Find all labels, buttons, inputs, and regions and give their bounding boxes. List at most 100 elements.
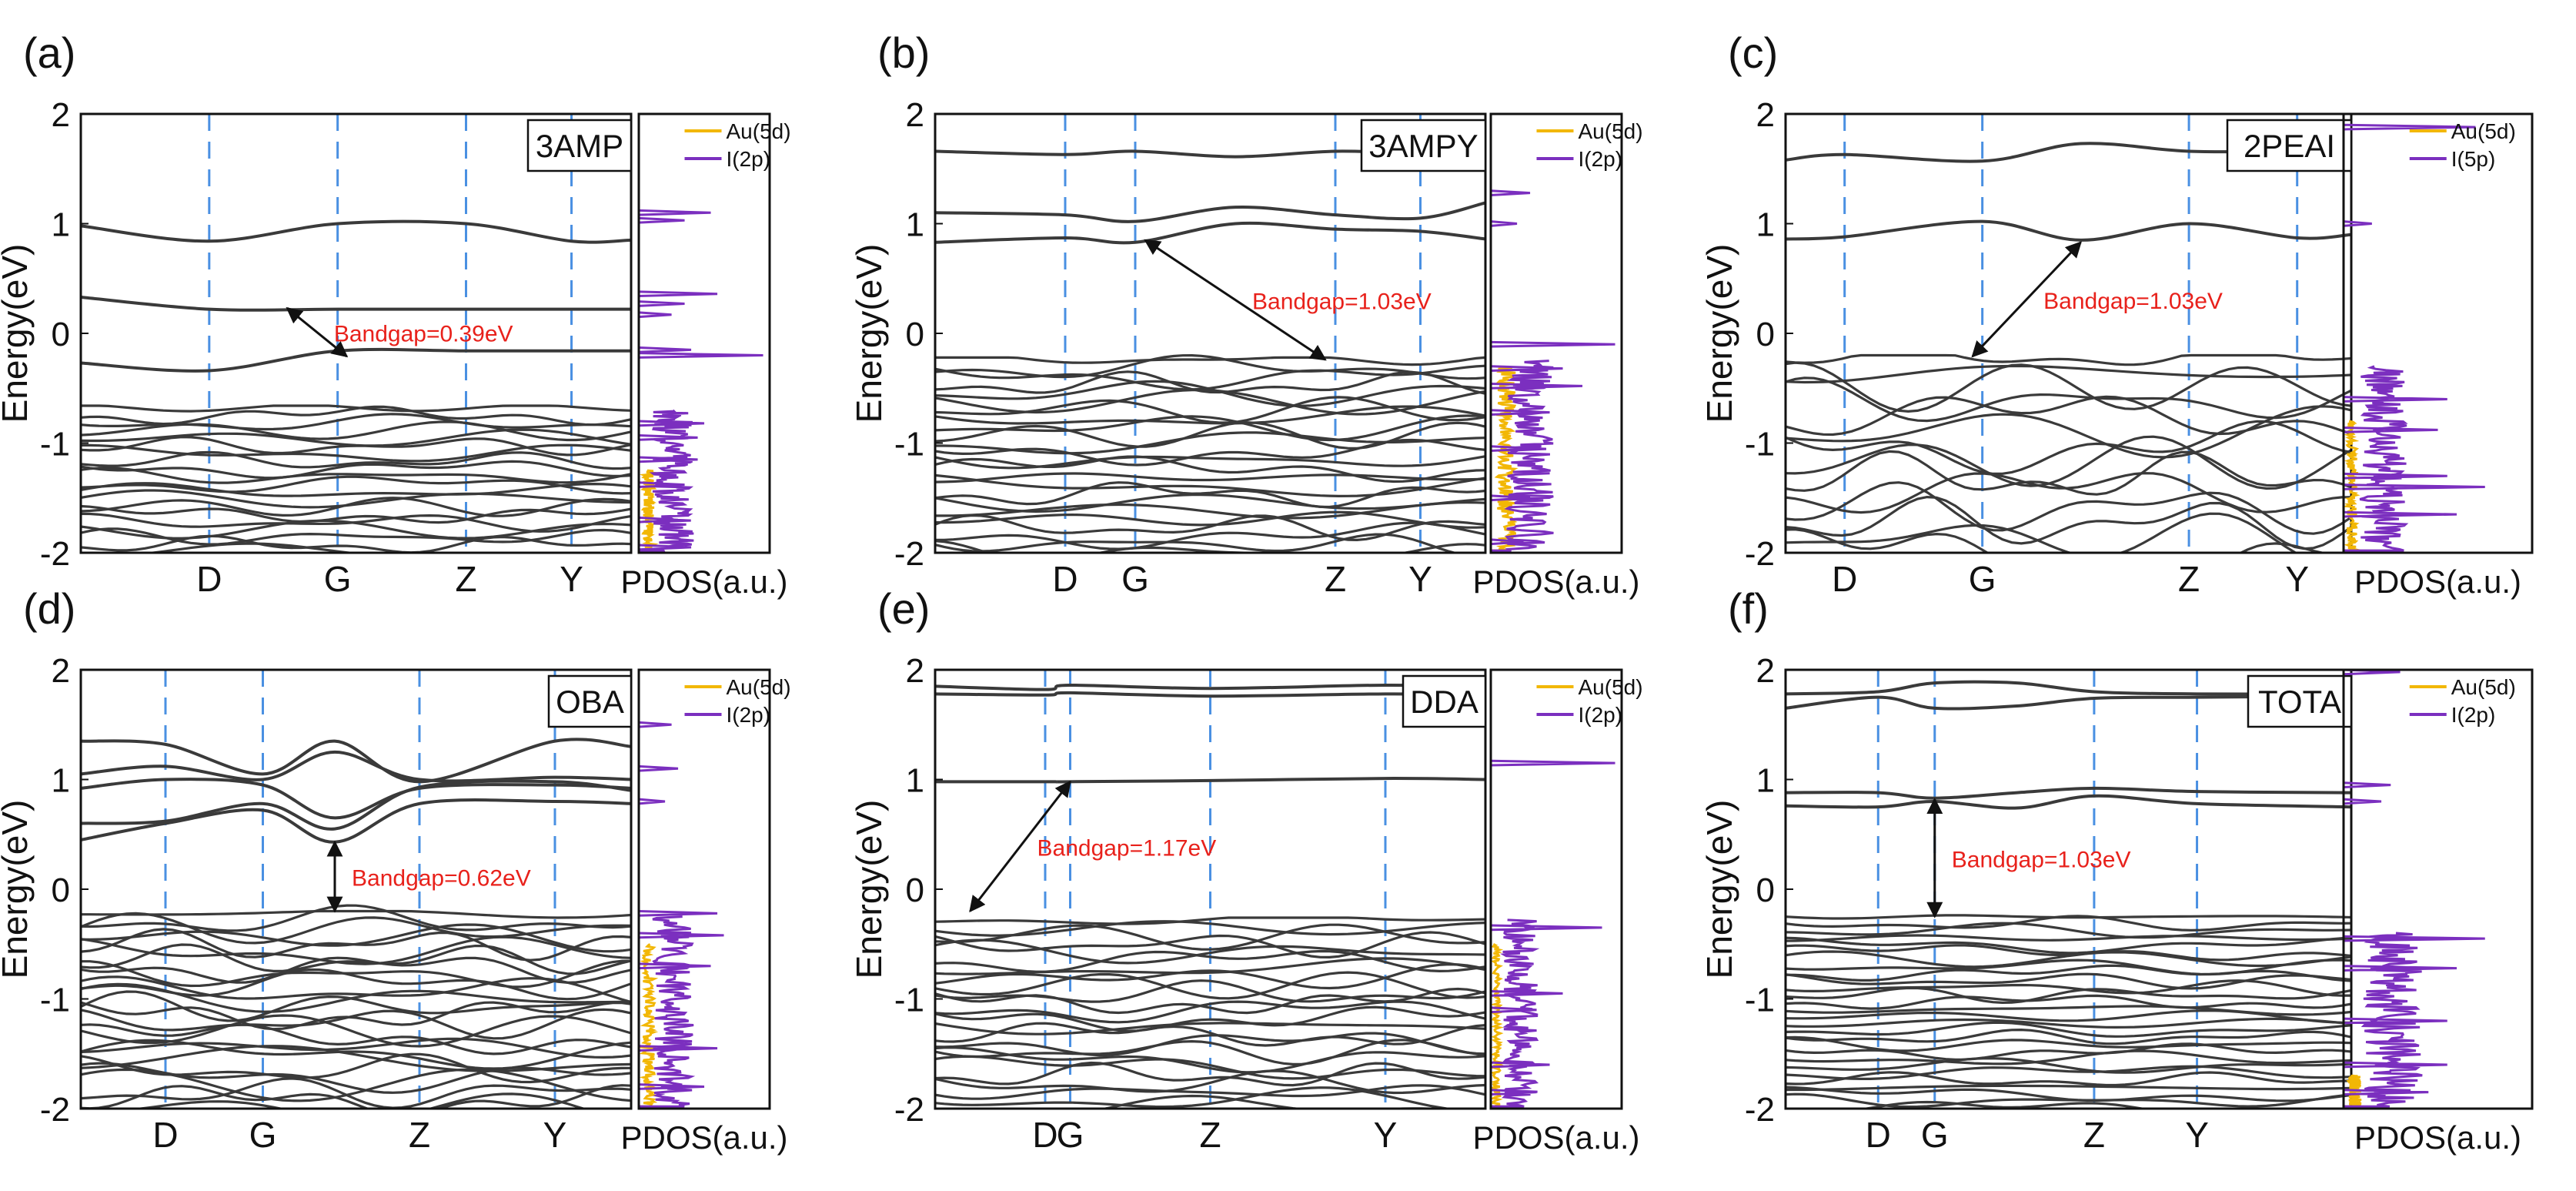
bandgap-annotation: Bandgap=1.03eV [1252,289,1432,315]
y-tick-label: 0 [52,316,70,353]
y-tick-label: -2 [1745,535,1775,573]
pdos-i-curve [639,721,724,1108]
panel-label: (a) [23,28,75,77]
y-tick-label: -1 [1745,426,1775,463]
panel-label: (b) [877,28,930,77]
y-tick-label: 1 [52,762,70,800]
pdos-panel: Au(5d) I(2p) PDOS(a.u.) [1472,668,1643,1156]
valence-band [81,928,631,962]
kpoint-label: Y [2285,559,2309,599]
valence-band [935,916,1485,925]
kpoint-label: G [1057,1115,1084,1155]
conduction-band [81,779,631,831]
y-tick-label: -1 [894,982,924,1019]
pdos-i-curve [1491,189,1615,552]
valence-band [935,514,1485,542]
y-tick-label: 1 [906,762,924,800]
pdos-panel: Au(5d) I(2p) PDOS(a.u.) [1472,112,1643,600]
conduction-band [81,750,631,783]
pdos-i-curve [2344,123,2485,552]
legend-au-label: Au(5d) [727,675,791,699]
valence-band [1786,395,2351,437]
band-axis-frame [79,668,633,1110]
bandgap-arrow [1971,241,2082,358]
kpoint-label: Y [560,559,583,599]
conduction-band [935,777,1485,784]
material-label-box [2226,119,2353,172]
bandgap-annotation: Bandgap=1.03eV [2043,289,2223,314]
conduction-band [1786,786,2351,800]
valence-band [1786,435,2351,490]
kpoint-label: D [1032,1115,1057,1155]
material-label-box [547,674,633,728]
bandgap-annotation: Bandgap=0.39eV [334,322,513,347]
valence-band [935,405,1485,425]
valence-band [935,1069,1485,1095]
pdos-axis-label: PDOS(a.u.) [1472,564,1639,600]
y-tick-label: -1 [894,426,924,463]
y-tick-label: 0 [906,316,924,353]
valence-band [935,414,1485,442]
kpoint-label: D [1866,1115,1891,1155]
kpoint-label: Z [409,1115,430,1155]
conduction-band [81,219,631,244]
y-tick-label: 0 [1756,316,1775,353]
material-label: DDA [1410,684,1478,720]
material-label-box [1402,674,1487,728]
pdos-axis-label: PDOS(a.u.) [2354,1119,2521,1156]
bands-group [81,738,631,1109]
material-label-box [526,119,633,172]
valence-band [81,436,631,457]
y-tick-label: -1 [40,426,70,463]
valence-band [935,938,1485,965]
valence-band [935,364,1485,391]
valence-band [935,370,1485,395]
valence-band [81,904,631,932]
panel-label: (e) [877,584,930,633]
valence-band [81,475,631,495]
y-tick-label: 2 [52,652,70,690]
kpoint-label: D [196,559,222,599]
valence-band [81,450,631,470]
kpoint-label: Z [2178,559,2200,599]
conduction-band [81,738,631,784]
legend-au-label: Au(5d) [1579,119,1643,143]
conduction-band [1786,794,2351,810]
valence-band [81,959,631,989]
panel-dda: (e) Energy(eV) -2 -1 0 1 2 DG Z Y DDA Bandgap=1.17e… [849,584,1643,1156]
y-tick-label: 0 [52,872,70,909]
pdos-au-curve [1491,366,1519,552]
kpoint-label: Z [455,559,476,599]
y-tick-label: -2 [894,1091,924,1129]
valence-band [1858,1100,2150,1109]
valence-band [935,455,1485,483]
valence-band [1098,1094,1450,1109]
valence-band [935,472,1485,483]
valence-band [81,467,631,484]
panel-label: (c) [1728,28,1778,77]
kpoint-label: Z [1199,1115,1221,1155]
legend-au-label: Au(5d) [1579,675,1643,699]
valence-band [1786,1028,2351,1045]
legend-i-label: I(5p) [2451,147,2496,171]
valence-band [81,1039,631,1070]
panel-oba: (d) Energy(eV) -2 -1 0 1 2 D G Z Y OBA Bandgap=0.62e… [0,584,791,1156]
valence-band [935,1022,1485,1035]
legend-i-label: I(2p) [727,703,771,727]
bandgap-annotation: Bandgap=0.62eV [352,866,531,892]
valence-band [81,443,631,463]
valence-band [935,1039,1485,1066]
valence-band [1786,471,2351,514]
valence-band [1786,922,2351,939]
valence-band [81,990,631,1022]
valence-band [142,542,513,553]
valence-band [1786,986,2351,1005]
conduction-band [81,778,631,820]
valence-band [81,1023,631,1056]
kpoint-label: Y [2185,1115,2209,1155]
y-tick-label: -2 [1745,1091,1775,1129]
valence-band [935,473,1485,498]
valence-band [1786,958,2351,976]
